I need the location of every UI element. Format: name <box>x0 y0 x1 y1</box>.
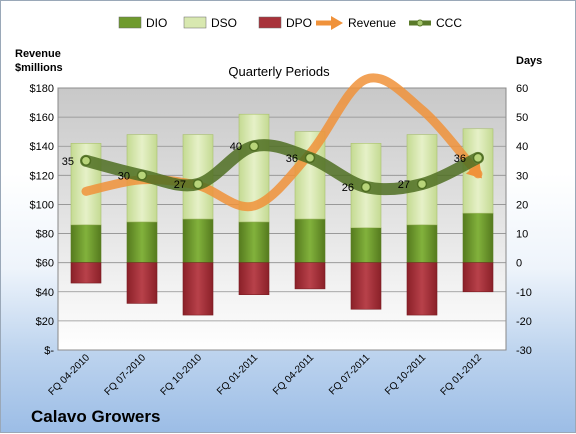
ccc-line <box>80 139 484 196</box>
x-tick-label: FQ 07-2011 <box>327 352 372 397</box>
right-tick-label: -10 <box>516 287 532 299</box>
left-tick-label: $- <box>44 345 54 357</box>
left-tick-label: $80 <box>36 229 54 241</box>
ccc-data-label: 40 <box>230 141 242 153</box>
right-axis-title: Days <box>516 55 542 67</box>
bar-dpo <box>462 262 494 293</box>
company-name: Calavo Growers <box>31 407 160 426</box>
right-tick-label: 30 <box>516 170 528 182</box>
bar-dpo <box>182 262 214 316</box>
ccc-data-label: 36 <box>286 153 298 165</box>
left-tick-label: $120 <box>30 170 54 182</box>
right-tick-label: 50 <box>516 112 528 124</box>
bar-dio <box>294 218 326 263</box>
legend-label-ccc: CCC <box>436 16 462 30</box>
right-tick-label: 20 <box>516 199 528 211</box>
left-tick-label: $160 <box>30 112 54 124</box>
ccc-marker <box>304 152 316 164</box>
right-tick-label: 0 <box>516 258 522 270</box>
left-axis-title-line1: Revenue <box>15 48 61 60</box>
ccc-data-label: 35 <box>62 156 74 168</box>
bar-dio <box>238 221 270 263</box>
x-tick-label: FQ 01-2012 <box>439 352 485 398</box>
ccc-data-label: 26 <box>342 182 354 194</box>
ccc-data-label: 27 <box>398 179 410 191</box>
x-axis-ticks: FQ 04-2010 FQ 07-2010 FQ 10-2010 FQ 01-2011… <box>47 352 485 398</box>
legend-marker-ccc <box>416 19 424 27</box>
x-tick-label: FQ 10-2011 <box>383 352 428 397</box>
bar-dio <box>462 212 494 263</box>
left-tick-label: $180 <box>30 83 54 95</box>
ccc-marker <box>136 170 148 181</box>
legend-swatch-dso <box>183 16 207 29</box>
left-tick-label: $20 <box>36 316 54 328</box>
right-tick-label: 40 <box>516 141 528 153</box>
x-tick-label: FQ 10-2010 <box>159 352 205 398</box>
ccc-marker <box>416 178 428 190</box>
legend-label-dpo: DPO <box>286 16 312 30</box>
legend-label-dso: DSO <box>211 16 237 30</box>
legend-swatch-dpo <box>258 16 282 29</box>
ccc-marker <box>192 178 204 190</box>
bar-dio <box>126 221 158 263</box>
right-tick-label: -20 <box>516 316 532 328</box>
legend-label-revenue: Revenue <box>348 16 396 30</box>
bar-dpo <box>238 262 270 295</box>
ccc-marker <box>472 152 484 164</box>
bar-dpo <box>294 262 326 290</box>
right-tick-label: 60 <box>516 83 528 95</box>
right-tick-label: 10 <box>516 229 528 241</box>
bar-dio <box>406 224 438 263</box>
bar-dio <box>70 224 102 263</box>
ccc-data-label: 30 <box>118 170 130 182</box>
bar-dio <box>182 218 214 263</box>
bar-dpo <box>126 262 158 304</box>
legend-arrowhead-revenue <box>331 16 343 30</box>
chart-title: Quarterly Periods <box>228 64 330 79</box>
x-tick-label: FQ 04-2011 <box>271 352 316 397</box>
ccc-data-label: 36 <box>454 153 466 165</box>
ccc-marker <box>248 140 260 152</box>
x-tick-label: FQ 07-2010 <box>103 352 149 398</box>
legend: DIO DSO DPO Revenue CCC <box>118 16 462 30</box>
left-tick-label: $40 <box>36 287 54 299</box>
legend-swatch-dio <box>118 16 142 29</box>
ccc-marker <box>80 155 92 167</box>
bar-dpo <box>70 262 102 284</box>
ccc-marker <box>360 181 372 193</box>
right-tick-label: -30 <box>516 345 532 357</box>
ccc-data-label: 27 <box>174 179 186 191</box>
bar-dpo <box>350 262 382 310</box>
left-tick-label: $140 <box>30 141 54 153</box>
x-tick-label: FQ 01-2011 <box>215 352 260 397</box>
legend-label-dio: DIO <box>146 16 167 30</box>
left-axis-title-line2: $millions <box>15 62 63 74</box>
left-tick-label: $100 <box>30 199 54 211</box>
y-axis-ticks: $- $20 $40 $60 $80 $100 $120 $140 $160 $180 -30 -20… <box>30 83 532 357</box>
left-tick-label: $60 <box>36 258 54 270</box>
revenue-arrowhead <box>465 161 482 179</box>
bar-dio <box>350 227 382 263</box>
x-tick-label: FQ 04-2010 <box>47 352 93 398</box>
bar-dpo <box>406 262 438 316</box>
lines: 35 30 27 40 36 26 27 36 <box>62 73 484 212</box>
